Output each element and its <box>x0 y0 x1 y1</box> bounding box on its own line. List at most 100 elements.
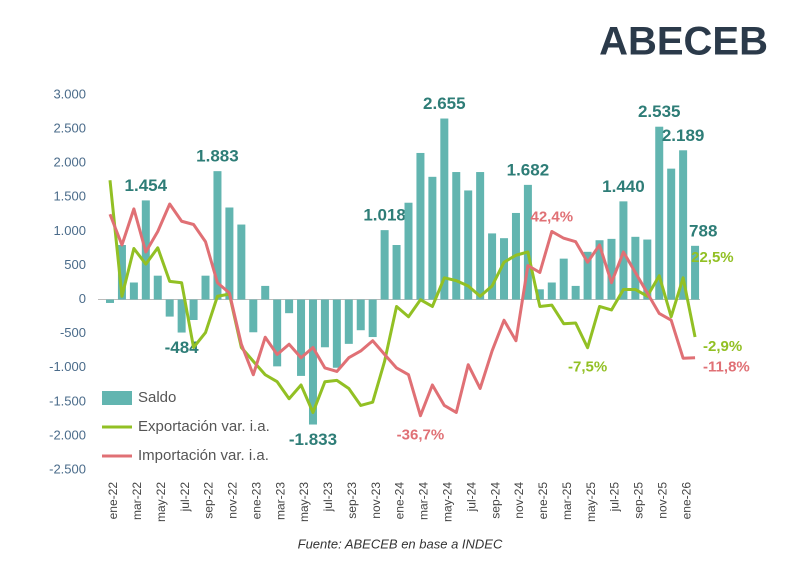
x-tick-label: mar-25 <box>560 482 574 520</box>
bar <box>380 230 389 300</box>
x-tick-label: sep-24 <box>488 482 502 519</box>
bar <box>476 172 485 300</box>
bar <box>691 245 700 300</box>
x-tick-label: jul-25 <box>608 482 622 513</box>
data-label: 1.454 <box>125 176 168 195</box>
x-tick-label: jul-23 <box>321 482 335 513</box>
x-tick-label: may-23 <box>297 482 311 522</box>
data-label: 2.535 <box>638 102 681 121</box>
x-tick-label: nov-25 <box>655 482 669 519</box>
data-label: -11,8% <box>703 359 750 376</box>
bar <box>332 299 341 368</box>
bar <box>607 238 616 300</box>
x-tick-label: may-22 <box>154 482 168 522</box>
y-tick-label: -500 <box>60 325 86 340</box>
x-tick-label: sep-22 <box>202 482 216 519</box>
bar <box>320 299 329 348</box>
x-tick-label: ene-24 <box>393 482 407 520</box>
y-tick-label: -2.000 <box>49 427 86 442</box>
data-label: 22,5% <box>691 249 734 266</box>
legend-swatch <box>102 391 132 405</box>
bar <box>464 190 473 300</box>
y-tick-label: 2.000 <box>53 155 86 170</box>
bar <box>249 299 258 333</box>
legend-label: Saldo <box>138 389 176 406</box>
bar <box>368 299 377 338</box>
y-tick-label: 1.000 <box>53 223 86 238</box>
bar <box>559 258 568 300</box>
bar <box>631 236 640 300</box>
y-tick-label: -1.000 <box>49 359 86 374</box>
bar <box>344 299 353 344</box>
bar <box>106 299 114 303</box>
data-label: -36,7% <box>397 427 445 444</box>
bar <box>356 299 365 331</box>
data-label: -484 <box>165 338 200 357</box>
x-tick-label: may-24 <box>440 482 454 522</box>
bar <box>392 245 401 300</box>
bar <box>213 171 222 300</box>
y-tick-label: 0 <box>79 291 86 306</box>
legend-label: Exportación var. i.a. <box>138 418 270 435</box>
bar <box>547 282 556 300</box>
bar <box>571 285 580 300</box>
y-tick-label: 500 <box>64 257 86 272</box>
source: Fuente: ABECEB en base a INDEC <box>298 536 503 551</box>
x-tick-label: mar-23 <box>273 482 287 520</box>
x-tick-label: sep-25 <box>632 482 646 519</box>
bar <box>488 233 497 300</box>
data-label: 42,4% <box>531 208 574 225</box>
legend-label: Importación var. i.a. <box>138 447 269 464</box>
x-tick-label: ene-26 <box>679 482 693 520</box>
bar <box>404 202 413 300</box>
bar <box>535 289 544 300</box>
bar <box>679 150 688 300</box>
x-tick-label: jul-22 <box>178 482 192 513</box>
x-tick-label: nov-24 <box>512 482 526 519</box>
line <box>108 202 696 418</box>
bar <box>165 299 174 317</box>
bar <box>225 207 234 300</box>
bar <box>583 251 592 300</box>
x-tick-label: may-25 <box>584 482 598 522</box>
bar <box>595 240 604 300</box>
bar <box>440 118 449 300</box>
data-label: 1.883 <box>196 147 239 166</box>
bar <box>261 285 270 300</box>
data-label: 788 <box>689 221 717 240</box>
bar <box>285 299 294 314</box>
bar <box>416 152 425 300</box>
data-label: -7,5% <box>568 359 607 376</box>
bar <box>189 299 198 320</box>
bar <box>308 299 317 425</box>
x-tick-label: mar-22 <box>130 482 144 520</box>
x-tick-label: nov-22 <box>226 482 240 519</box>
x-tick-label: sep-23 <box>345 482 359 519</box>
data-label: -1.833 <box>289 430 337 449</box>
bar <box>117 245 126 300</box>
x-tick-label: jul-24 <box>464 482 478 513</box>
bar <box>237 224 246 300</box>
bar <box>500 238 509 300</box>
data-label: -2,9% <box>703 338 742 355</box>
bar <box>153 275 162 300</box>
data-label: 1.682 <box>507 160 550 179</box>
bar <box>619 201 628 300</box>
y-tick-label: 2.500 <box>53 121 86 136</box>
bar <box>129 282 138 300</box>
x-tick-label: ene-22 <box>106 482 120 520</box>
x-tick-label: mar-24 <box>417 482 431 520</box>
bar <box>643 239 652 300</box>
line <box>108 180 697 414</box>
y-tick-label: 1.500 <box>53 189 86 204</box>
bar <box>655 126 664 300</box>
bar <box>177 299 186 333</box>
bar <box>201 275 210 300</box>
data-label: 1.440 <box>602 177 645 196</box>
y-tick-label: -2.500 <box>49 461 86 476</box>
bar <box>523 184 532 300</box>
data-label: 1.018 <box>363 206 406 225</box>
x-tick-label: ene-23 <box>249 482 263 520</box>
bar <box>297 299 306 376</box>
